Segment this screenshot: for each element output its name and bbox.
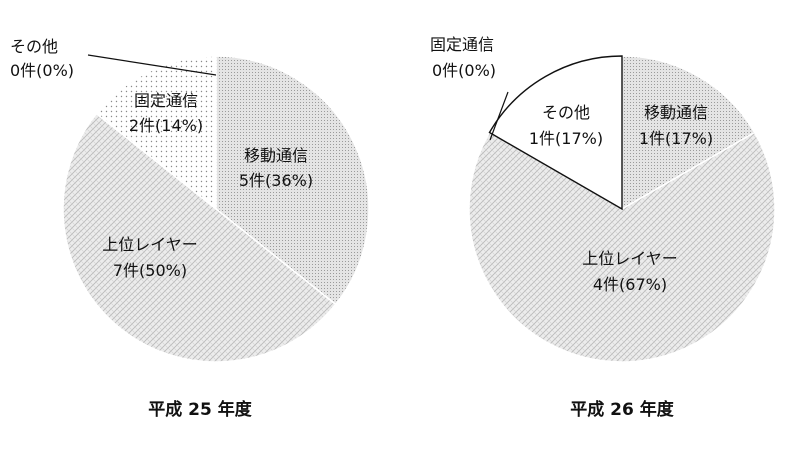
- pie-2-label-fixed-name: 固定通信: [430, 35, 494, 54]
- pie-2: 固定通信 0件(0%) 移動通信 1件(17%) 上位レイヤー 4件(67%) …: [430, 35, 776, 420]
- pie-1-title: 平成 25 年度: [148, 399, 252, 420]
- pie-2-label-other-value: 1件(17%): [529, 129, 603, 148]
- pie-1-label-other-value: 0件(0%): [10, 61, 74, 80]
- pie-1-leader-line-other: [87, 54, 217, 76]
- pie-2-label-upper-name: 上位レイヤー: [582, 249, 678, 268]
- pie-2-slice-upper-layer: [468, 131, 776, 363]
- pie-1-slice-upper-layer: [62, 112, 337, 363]
- pie-1-slice-fixed: [95, 55, 217, 211]
- pie-1-label-other-name: その他: [10, 37, 58, 56]
- pie-1-slice-mobile: [215, 55, 370, 306]
- pie-1: その他 0件(0%) 移動通信 5件(36%) 上位レイヤー 7件(50%) 固…: [10, 37, 370, 420]
- pie-2-label-other-name: その他: [542, 103, 590, 122]
- pie-2-label-mobile-name: 移動通信: [644, 103, 708, 122]
- pie-2-slices: [468, 55, 776, 363]
- pie-2-slice-mobile: [621, 55, 756, 211]
- pie-1-slices: [62, 55, 370, 363]
- pie-1-label-fixed-name: 固定通信: [134, 91, 198, 110]
- pie-1-label-mobile-name: 移動通信: [244, 146, 308, 165]
- pie-2-leader-line-fixed: [489, 91, 509, 141]
- pie-1-label-mobile-value: 5件(36%): [239, 171, 313, 190]
- pie-1-label-upper-value: 7件(50%): [113, 261, 187, 280]
- pie-2-label-fixed-value: 0件(0%): [432, 61, 496, 80]
- pie-2-title: 平成 26 年度: [570, 399, 674, 420]
- pie-2-label-upper-value: 4件(67%): [593, 275, 667, 294]
- pie-1-label-fixed-value: 2件(14%): [129, 116, 203, 135]
- pie-2-label-mobile-value: 1件(17%): [639, 129, 713, 148]
- pie-1-label-upper-name: 上位レイヤー: [102, 235, 198, 254]
